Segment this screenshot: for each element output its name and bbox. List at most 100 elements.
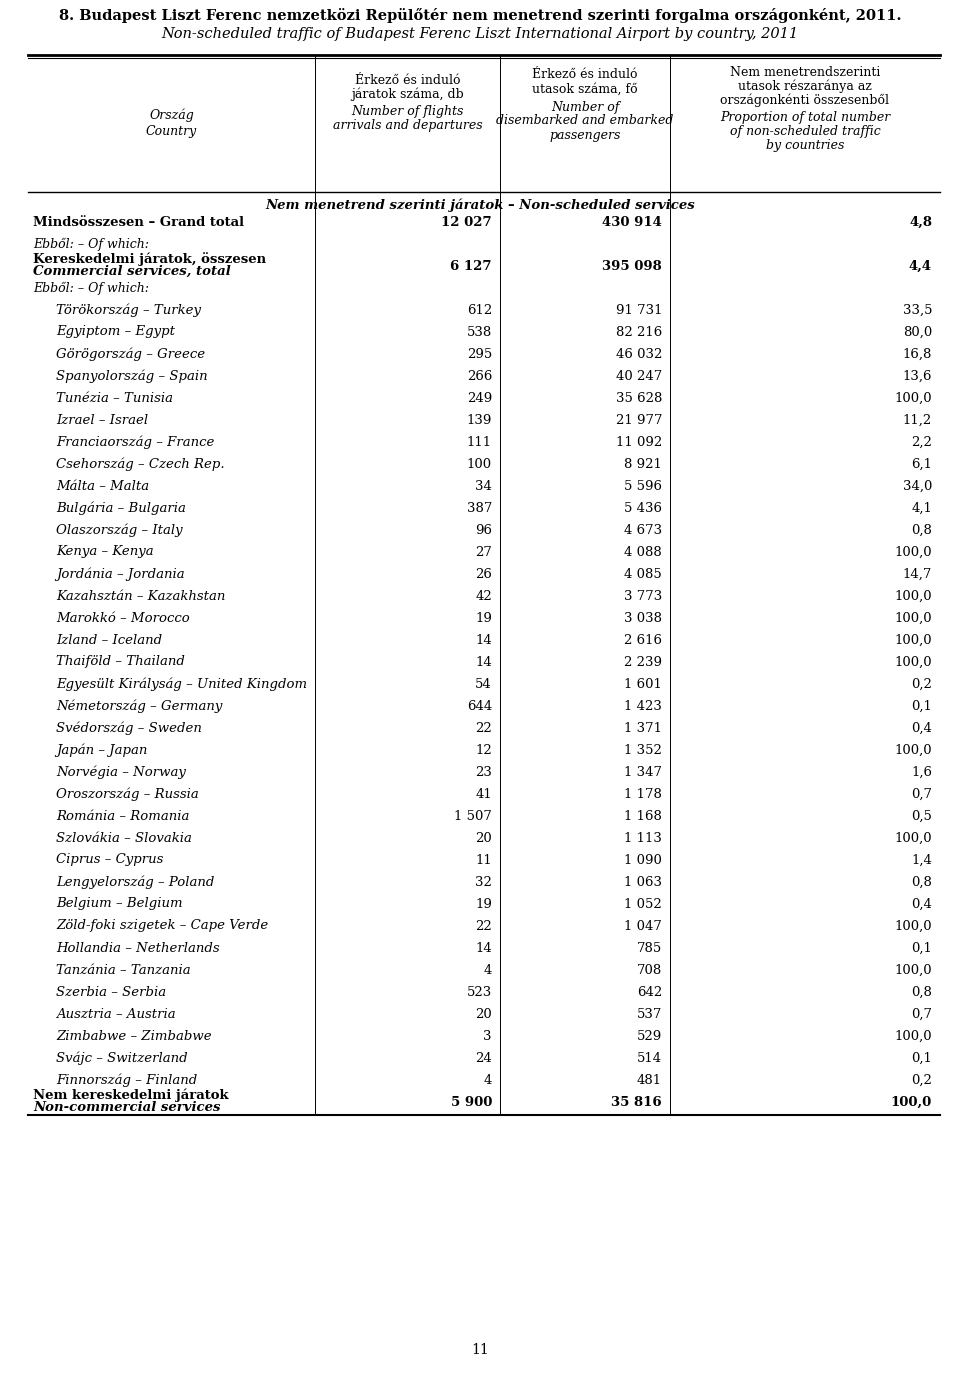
Text: 0,7: 0,7: [911, 1008, 932, 1020]
Text: 54: 54: [475, 677, 492, 691]
Text: 27: 27: [475, 545, 492, 559]
Text: Norvégia – Norway: Norvégia – Norway: [56, 766, 186, 778]
Text: 20: 20: [475, 831, 492, 845]
Text: 1 178: 1 178: [624, 788, 662, 801]
Text: 430 914: 430 914: [602, 215, 662, 228]
Text: Málta – Malta: Málta – Malta: [56, 480, 149, 492]
Text: Bulgária – Bulgaria: Bulgária – Bulgaria: [56, 502, 186, 514]
Text: Proportion of total number: Proportion of total number: [720, 111, 890, 125]
Text: Commercial services, total: Commercial services, total: [33, 265, 230, 278]
Text: 1,6: 1,6: [911, 766, 932, 778]
Text: 612: 612: [467, 303, 492, 317]
Text: Ciprus – Cyprus: Ciprus – Cyprus: [56, 853, 163, 866]
Text: 41: 41: [475, 788, 492, 801]
Text: 34: 34: [475, 480, 492, 492]
Text: 82 216: 82 216: [615, 325, 662, 339]
Text: Kereskedelmi járatok, összesen: Kereskedelmi járatok, összesen: [33, 253, 266, 267]
Text: Country: Country: [146, 125, 197, 138]
Text: 22: 22: [475, 721, 492, 734]
Text: 14: 14: [475, 634, 492, 646]
Text: 6,1: 6,1: [911, 457, 932, 470]
Text: Marokkó – Morocco: Marokkó – Morocco: [56, 612, 190, 624]
Text: 100,0: 100,0: [895, 612, 932, 624]
Text: 0,1: 0,1: [911, 1051, 932, 1065]
Text: 4,1: 4,1: [911, 502, 932, 514]
Text: 538: 538: [467, 325, 492, 339]
Text: 42: 42: [475, 589, 492, 602]
Text: 0,8: 0,8: [911, 986, 932, 998]
Text: 1 507: 1 507: [454, 809, 492, 823]
Text: Nem menetrend szerinti járatok – Non-scheduled services: Nem menetrend szerinti járatok – Non-sch…: [265, 199, 695, 211]
Text: 100,0: 100,0: [895, 744, 932, 756]
Text: 387: 387: [467, 502, 492, 514]
Text: arrivals and departures: arrivals and departures: [333, 120, 482, 132]
Text: 3: 3: [484, 1030, 492, 1042]
Text: 6 127: 6 127: [450, 260, 492, 272]
Text: 0,5: 0,5: [911, 809, 932, 823]
Text: 100,0: 100,0: [895, 392, 932, 404]
Text: 11 092: 11 092: [615, 435, 662, 449]
Text: Érkező és induló: Érkező és induló: [355, 74, 460, 86]
Text: 537: 537: [636, 1008, 662, 1020]
Text: Svájc – Switzerland: Svájc – Switzerland: [56, 1051, 187, 1065]
Text: országonkénti összesenből: országonkénti összesenből: [721, 93, 890, 107]
Text: Tanzánia – Tanzania: Tanzánia – Tanzania: [56, 963, 191, 977]
Text: Svédország – Sweden: Svédország – Sweden: [56, 721, 202, 735]
Text: utasok száma, fő: utasok száma, fő: [532, 82, 637, 96]
Text: by countries: by countries: [766, 139, 844, 153]
Text: 23: 23: [475, 766, 492, 778]
Text: Lengyelország – Poland: Lengyelország – Poland: [56, 876, 214, 888]
Text: Finnország – Finland: Finnország – Finland: [56, 1073, 197, 1087]
Text: 5 436: 5 436: [624, 502, 662, 514]
Text: 11: 11: [475, 853, 492, 866]
Text: Tunézia – Tunisia: Tunézia – Tunisia: [56, 392, 173, 404]
Text: 708: 708: [636, 963, 662, 977]
Text: Kazahsztán – Kazakhstan: Kazahsztán – Kazakhstan: [56, 589, 226, 602]
Text: 1 423: 1 423: [624, 699, 662, 713]
Text: 523: 523: [467, 986, 492, 998]
Text: 481: 481: [636, 1073, 662, 1087]
Text: 100,0: 100,0: [895, 963, 932, 977]
Text: 35 816: 35 816: [612, 1095, 662, 1108]
Text: 100,0: 100,0: [895, 1030, 932, 1042]
Text: 1,4: 1,4: [911, 853, 932, 866]
Text: Hollandia – Netherlands: Hollandia – Netherlands: [56, 941, 220, 955]
Text: of non-scheduled traffic: of non-scheduled traffic: [730, 125, 880, 139]
Text: 111: 111: [467, 435, 492, 449]
Text: 100,0: 100,0: [891, 1095, 932, 1108]
Text: 1 090: 1 090: [624, 853, 662, 866]
Text: Egyiptom – Egypt: Egyiptom – Egypt: [56, 325, 175, 339]
Text: 11,2: 11,2: [902, 413, 932, 427]
Text: 5 596: 5 596: [624, 480, 662, 492]
Text: 80,0: 80,0: [902, 325, 932, 339]
Text: disembarked and embarked: disembarked and embarked: [496, 114, 674, 128]
Text: Belgium – Belgium: Belgium – Belgium: [56, 898, 182, 910]
Text: 19: 19: [475, 612, 492, 624]
Text: Románia – Romania: Románia – Romania: [56, 809, 189, 823]
Text: Ebből: – Of which:: Ebből: – Of which:: [33, 281, 149, 295]
Text: Görögország – Greece: Görögország – Greece: [56, 348, 205, 361]
Text: 35 628: 35 628: [615, 392, 662, 404]
Text: 4,8: 4,8: [909, 215, 932, 228]
Text: 14,7: 14,7: [902, 567, 932, 581]
Text: 1 113: 1 113: [624, 831, 662, 845]
Text: 0,1: 0,1: [911, 699, 932, 713]
Text: 34,0: 34,0: [902, 480, 932, 492]
Text: 249: 249: [467, 392, 492, 404]
Text: 0,2: 0,2: [911, 1073, 932, 1087]
Text: 13,6: 13,6: [902, 370, 932, 382]
Text: 4 088: 4 088: [624, 545, 662, 559]
Text: Ausztria – Austria: Ausztria – Austria: [56, 1008, 176, 1020]
Text: 19: 19: [475, 898, 492, 910]
Text: 4 673: 4 673: [624, 524, 662, 537]
Text: Egyesült Királyság – United Kingdom: Egyesült Királyság – United Kingdom: [56, 677, 307, 691]
Text: Izland – Iceland: Izland – Iceland: [56, 634, 162, 646]
Text: 1 047: 1 047: [624, 920, 662, 933]
Text: Jordánia – Jordania: Jordánia – Jordania: [56, 567, 184, 581]
Text: 24: 24: [475, 1051, 492, 1065]
Text: Spanyolország – Spain: Spanyolország – Spain: [56, 370, 207, 382]
Text: 14: 14: [475, 941, 492, 955]
Text: 8 921: 8 921: [624, 457, 662, 470]
Text: 46 032: 46 032: [615, 348, 662, 360]
Text: 395 098: 395 098: [602, 260, 662, 272]
